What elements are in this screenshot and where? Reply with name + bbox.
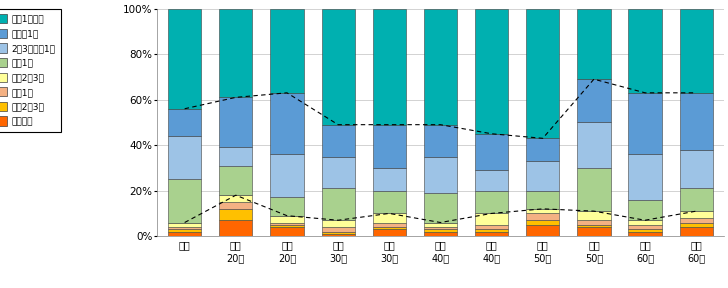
Bar <box>219 195 253 202</box>
Bar <box>424 193 457 223</box>
Bar <box>577 9 611 79</box>
Bar <box>424 232 457 236</box>
Bar <box>270 154 304 198</box>
Bar <box>219 9 253 97</box>
Bar <box>373 229 406 236</box>
Bar <box>322 220 355 227</box>
Bar <box>526 213 559 220</box>
Bar <box>475 170 508 191</box>
Bar <box>526 209 559 213</box>
Bar <box>424 9 457 125</box>
Bar <box>475 213 508 225</box>
Bar <box>526 225 559 236</box>
Bar <box>373 227 406 229</box>
Bar <box>680 218 713 223</box>
Bar <box>219 220 253 236</box>
Bar <box>322 227 355 232</box>
Bar <box>270 198 304 216</box>
Bar <box>322 157 355 188</box>
Bar <box>526 9 559 138</box>
Bar <box>424 229 457 232</box>
Bar <box>680 188 713 211</box>
Bar <box>475 9 508 134</box>
Bar <box>322 232 355 234</box>
Bar <box>168 232 201 236</box>
Bar <box>322 9 355 125</box>
Bar <box>168 9 201 109</box>
Bar <box>373 213 406 223</box>
Bar <box>270 223 304 225</box>
Bar <box>322 125 355 157</box>
Bar <box>270 216 304 223</box>
Bar <box>526 161 559 191</box>
Bar <box>373 168 406 191</box>
Bar <box>628 232 662 236</box>
Bar <box>270 225 304 227</box>
Bar <box>270 227 304 236</box>
Bar <box>628 200 662 220</box>
Bar <box>526 138 559 161</box>
Bar <box>373 223 406 227</box>
Bar <box>475 229 508 232</box>
Bar <box>219 147 253 166</box>
Bar <box>680 9 713 93</box>
Bar <box>526 191 559 209</box>
Bar <box>577 227 611 236</box>
Bar <box>680 93 713 150</box>
Bar <box>219 97 253 147</box>
Bar <box>219 166 253 195</box>
Bar <box>475 225 508 229</box>
Bar <box>526 220 559 225</box>
Bar <box>577 122 611 168</box>
Bar <box>168 136 201 179</box>
Bar <box>475 191 508 213</box>
Bar <box>628 9 662 93</box>
Bar <box>373 191 406 213</box>
Bar <box>219 209 253 220</box>
Bar <box>680 227 713 236</box>
Bar <box>424 227 457 229</box>
Bar <box>373 9 406 125</box>
Bar <box>270 9 304 93</box>
Bar <box>168 227 201 229</box>
Bar <box>219 202 253 209</box>
Bar <box>577 225 611 227</box>
Bar <box>680 150 713 188</box>
Bar <box>475 232 508 236</box>
Bar <box>168 179 201 223</box>
Bar <box>373 125 406 168</box>
Bar <box>424 125 457 157</box>
Bar <box>424 157 457 193</box>
Bar <box>168 229 201 232</box>
Bar <box>680 211 713 218</box>
Bar <box>322 188 355 220</box>
Bar <box>628 225 662 229</box>
Legend: 年に1回以下, 半年に1回, 2〜3カ月に1回, 月に1回, 月に2〜3回, 週に1回, 週に2〜3回, ほぼ毎日: 年に1回以下, 半年に1回, 2〜3カ月に1回, 月に1回, 月に2〜3回, 週… <box>0 9 61 132</box>
Bar <box>628 93 662 154</box>
Bar <box>628 220 662 225</box>
Bar <box>322 234 355 236</box>
Bar <box>270 93 304 154</box>
Bar <box>475 134 508 170</box>
Bar <box>577 79 611 122</box>
Bar <box>628 229 662 232</box>
Bar <box>577 220 611 225</box>
Bar <box>168 223 201 227</box>
Bar <box>577 211 611 220</box>
Bar <box>168 109 201 136</box>
Bar <box>424 223 457 227</box>
Bar <box>628 154 662 200</box>
Bar <box>680 223 713 227</box>
Bar <box>577 168 611 211</box>
